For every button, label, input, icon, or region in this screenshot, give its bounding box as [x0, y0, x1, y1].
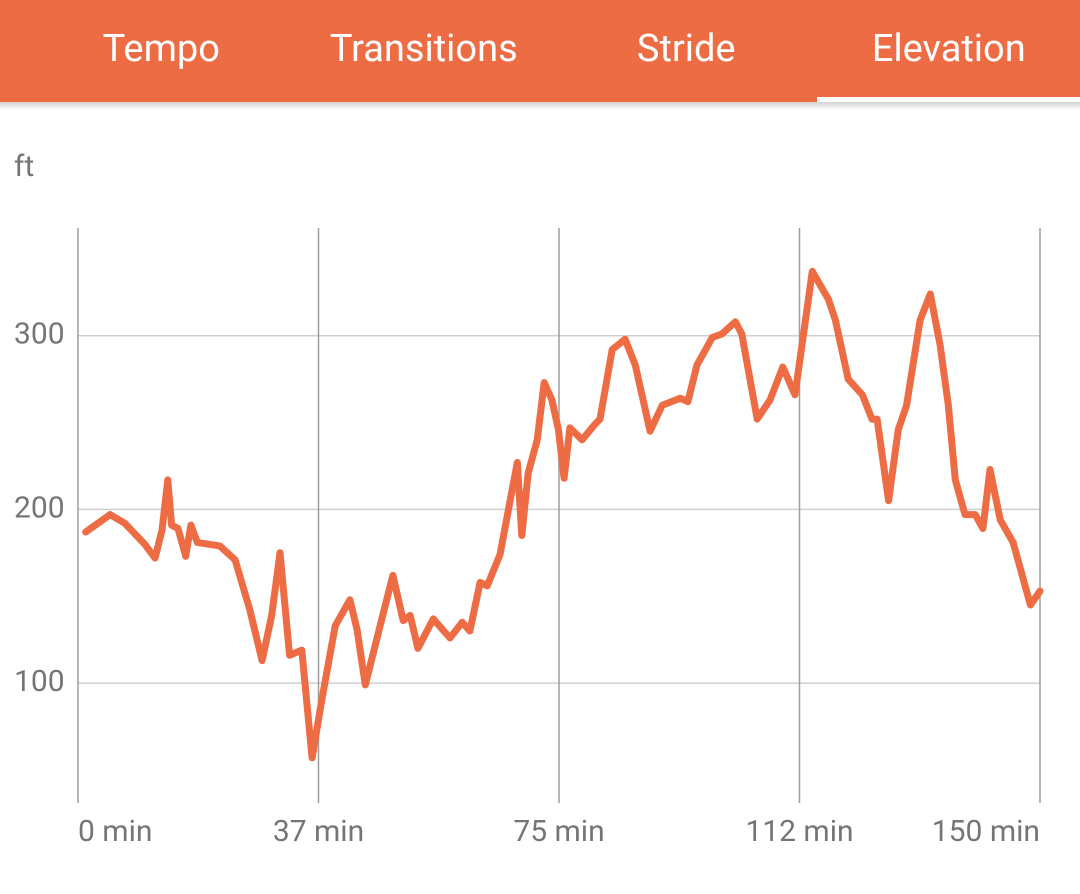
tab-bar-shadow	[0, 102, 1080, 110]
y-tick-label: 100	[14, 664, 65, 699]
tab-bar	[0, 0, 1080, 102]
x-tick-label: 112 min	[745, 814, 853, 849]
y-axis-label: ft	[14, 149, 34, 184]
tab-label[interactable]: Transitions	[330, 27, 518, 71]
y-tick-label: 200	[14, 490, 65, 525]
y-tick-label: 300	[14, 317, 65, 352]
tab-label[interactable]: Stride	[637, 27, 736, 71]
line	[82, 267, 1044, 762]
x-tick-label: 75 min	[513, 814, 604, 849]
tab-indicator	[817, 97, 1080, 102]
x-tick-label: 0 min	[78, 814, 152, 849]
tab-label[interactable]: Tempo	[103, 27, 220, 71]
tab-label[interactable]: Elevation	[872, 27, 1026, 71]
x-tick-label: 150 min	[932, 814, 1040, 849]
x-tick-label: 37 min	[273, 814, 364, 849]
